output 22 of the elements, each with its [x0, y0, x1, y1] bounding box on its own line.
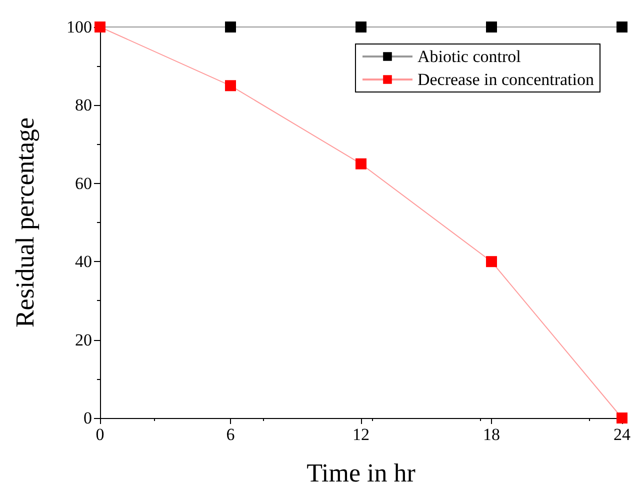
x-tick-label: 12: [352, 425, 370, 444]
y-tick-label: 80: [75, 96, 92, 115]
point: [486, 22, 497, 32]
legend-label: Decrease in concentration: [417, 70, 594, 89]
y-axis-title: Residual percentage: [10, 117, 40, 328]
point: [616, 22, 628, 32]
point: [356, 22, 366, 32]
y-tick-label: 20: [75, 330, 92, 350]
x-axis-title: Time in hr: [306, 458, 416, 488]
point: [225, 80, 236, 92]
x-tick-label: 0: [96, 425, 104, 444]
y-tick-label: 0: [84, 408, 92, 428]
x-tick-label: 6: [226, 425, 235, 444]
y-tick-label: 100: [66, 18, 92, 36]
point: [356, 158, 366, 170]
x-tick-label: 18: [483, 425, 500, 444]
point: [225, 22, 236, 32]
y-tick-label: 40: [75, 252, 92, 272]
x-tick-label: 24: [614, 425, 631, 444]
y-tick-label: 60: [75, 174, 92, 193]
point: [486, 256, 497, 268]
legend-label: Abiotic control: [417, 47, 522, 66]
